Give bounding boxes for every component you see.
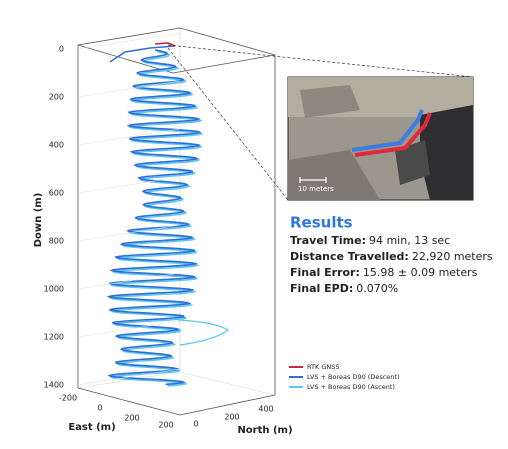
x-tick-label: 200	[124, 414, 139, 423]
result-value: 94 min, 13 sec	[369, 234, 450, 247]
side-wall	[179, 27, 276, 396]
building	[420, 105, 473, 200]
y-tick-label: 200	[49, 93, 64, 102]
result-line: Travel Time: 94 min, 13 sec	[290, 234, 450, 247]
ground	[288, 150, 380, 200]
building	[395, 140, 430, 185]
zoom-line	[167, 47, 289, 201]
result-value: 15.98 ± 0.09 meters	[363, 266, 478, 279]
result-label: Travel Time:	[290, 234, 366, 247]
inset-image: 10 meters	[287, 76, 474, 201]
grid-line	[77, 176, 181, 194]
grid-line	[77, 80, 181, 98]
result-label: Final Error:	[290, 266, 360, 279]
result-value: 22,920 meters	[412, 250, 493, 263]
legend-label: LVS + Boreas D90 (Descent)	[307, 373, 400, 381]
z-tick-label: 400	[258, 405, 273, 414]
y-tick-label: 600	[49, 189, 64, 198]
result-line: Distance Travelled: 22,920 meters	[290, 250, 493, 263]
y-tick-label: 1400	[44, 381, 64, 390]
descent-path	[106, 49, 202, 386]
axis-ticks: 0 200 400 600 800 1000 1200 1400 -200 0 200 200 0 200…	[44, 32, 274, 430]
legend: RTK GNSS LVS + Boreas D90 (Descent) LVS + …	[289, 363, 400, 391]
results-title: Results	[290, 214, 353, 232]
box-edge	[77, 44, 174, 74]
box-edge	[172, 54, 276, 74]
z-axis-label: North (m)	[237, 425, 292, 436]
grid-line	[77, 272, 181, 290]
result-label: Distance Travelled:	[290, 250, 409, 263]
rtk-path	[154, 42, 176, 47]
y-tick-label: 0	[59, 45, 64, 54]
legend-label: RTK GNSS	[307, 363, 340, 371]
result-value: 0.070%	[356, 282, 398, 295]
grid-line	[77, 128, 181, 146]
ascent-branch	[177, 319, 230, 346]
y-axis-label: Down (m)	[33, 193, 44, 248]
grid-line	[77, 32, 181, 50]
trajectory	[106, 42, 230, 387]
zoom-line	[167, 44, 474, 78]
x-axis-label: East (m)	[68, 422, 115, 433]
z-tick-label: 0	[193, 420, 198, 429]
legend-label: LVS + Boreas D90 (Ascent)	[307, 383, 395, 391]
x-tick-label: 200	[158, 421, 173, 430]
x-tick-label: 0	[97, 404, 102, 413]
y-tick-label: 1200	[44, 333, 64, 342]
result-line: Final EPD: 0.070%	[290, 282, 398, 295]
x-tick-label: -200	[59, 394, 77, 403]
box-edge	[77, 387, 276, 416]
box-edge	[77, 27, 276, 395]
grid-line	[77, 224, 181, 242]
results: Travel Time: 94 min, 13 sec Distance Trave…	[290, 234, 493, 295]
y-tick-label: 400	[49, 141, 64, 150]
result-line: Final Error: 15.98 ± 0.09 meters	[290, 266, 478, 279]
lvs-track	[351, 109, 424, 152]
z-tick-label: 200	[224, 413, 239, 422]
y-tick-label: 1000	[44, 285, 64, 294]
result-label: Final EPD:	[290, 282, 353, 295]
roof	[300, 85, 360, 118]
grid-line	[77, 368, 181, 386]
grid-line	[77, 320, 181, 338]
y-tick-label: 800	[49, 237, 64, 246]
rtk-track	[354, 112, 432, 157]
plot-box	[77, 27, 276, 416]
floor	[77, 371, 276, 416]
scale-label: 10 meters	[298, 185, 334, 193]
start-branch	[109, 45, 176, 63]
